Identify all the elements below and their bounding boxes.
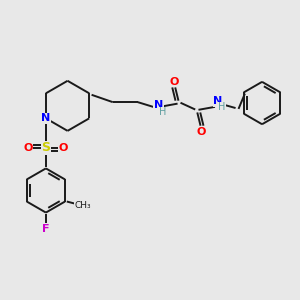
Text: F: F: [42, 224, 50, 234]
Text: H: H: [218, 103, 226, 112]
Text: S: S: [41, 141, 50, 154]
Text: N: N: [154, 100, 163, 110]
Text: N: N: [41, 113, 50, 123]
Text: N: N: [213, 96, 223, 106]
Text: H: H: [159, 107, 166, 118]
Text: O: O: [170, 76, 179, 86]
Text: CH₃: CH₃: [74, 201, 91, 210]
Text: O: O: [59, 143, 68, 153]
Text: O: O: [23, 143, 33, 153]
Text: O: O: [196, 127, 206, 136]
